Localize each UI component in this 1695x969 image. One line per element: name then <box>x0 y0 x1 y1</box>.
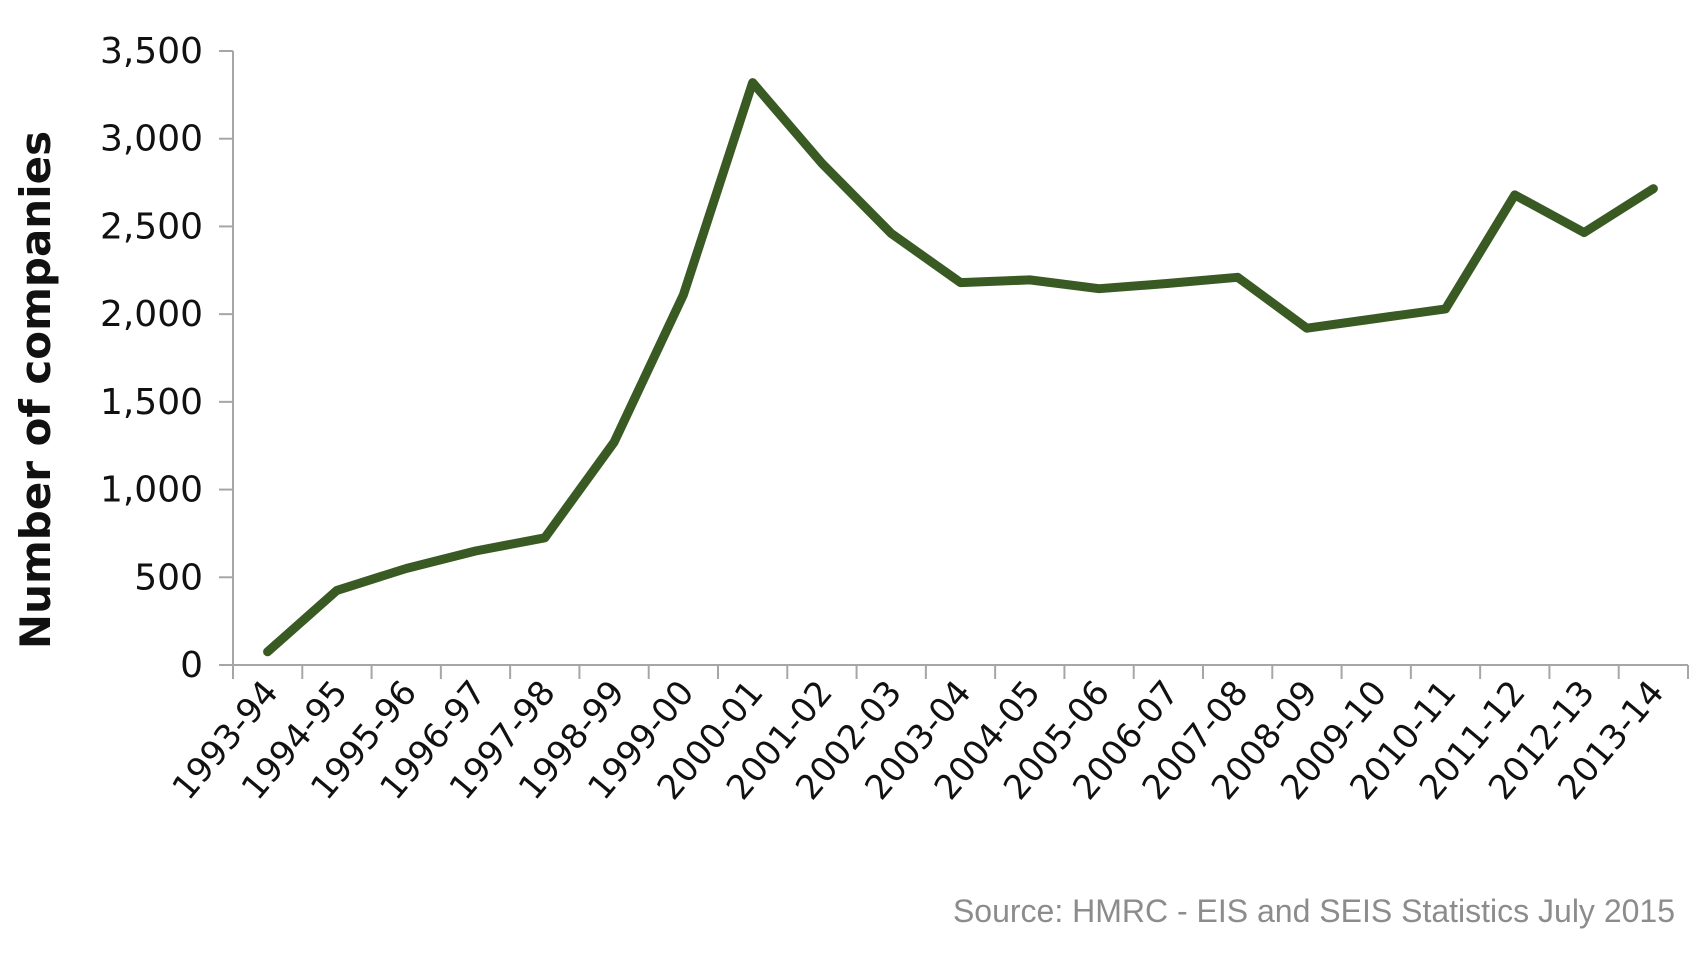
y-tick-label: 1,000 <box>100 470 203 511</box>
y-tick-label: 3,500 <box>100 31 203 72</box>
y-tick-label: 0 <box>180 645 203 686</box>
data-point <box>890 232 892 234</box>
data-point <box>821 162 823 164</box>
data-point <box>1375 318 1377 320</box>
y-axis: 0 500 1,000 1,500 2,000 2,500 3,000 3,500 <box>100 31 234 686</box>
data-point <box>1306 327 1308 329</box>
source-note: Source: HMRC - EIS and SEIS Statistics J… <box>952 893 1675 929</box>
y-tick-label: 3,000 <box>100 119 203 160</box>
data-point <box>405 568 407 570</box>
data-point <box>1029 279 1031 281</box>
data-point <box>1652 188 1654 190</box>
x-axis: 1993-941994-951995-961996-971997-981998-… <box>165 664 1689 808</box>
y-tick-label: 2,500 <box>100 206 203 247</box>
data-point <box>1583 232 1585 234</box>
y-tick-label: 1,500 <box>100 382 203 423</box>
series-line <box>263 78 1658 657</box>
data-point <box>613 441 615 443</box>
data-point <box>336 589 338 591</box>
data-point <box>544 537 546 539</box>
data-point <box>960 282 961 284</box>
y-tick-label: 2,000 <box>100 294 203 335</box>
data-point <box>267 651 269 653</box>
series-layer <box>263 78 1658 657</box>
data-point <box>1514 194 1516 196</box>
data-point <box>475 550 476 552</box>
data-point <box>1098 288 1100 290</box>
data-point <box>752 82 754 84</box>
data-point <box>1167 282 1169 284</box>
data-point <box>682 294 684 296</box>
y-tick-label: 500 <box>134 557 203 598</box>
y-axis-title: Number of companies <box>11 131 60 649</box>
data-point <box>1237 276 1239 278</box>
data-point <box>1445 308 1446 310</box>
